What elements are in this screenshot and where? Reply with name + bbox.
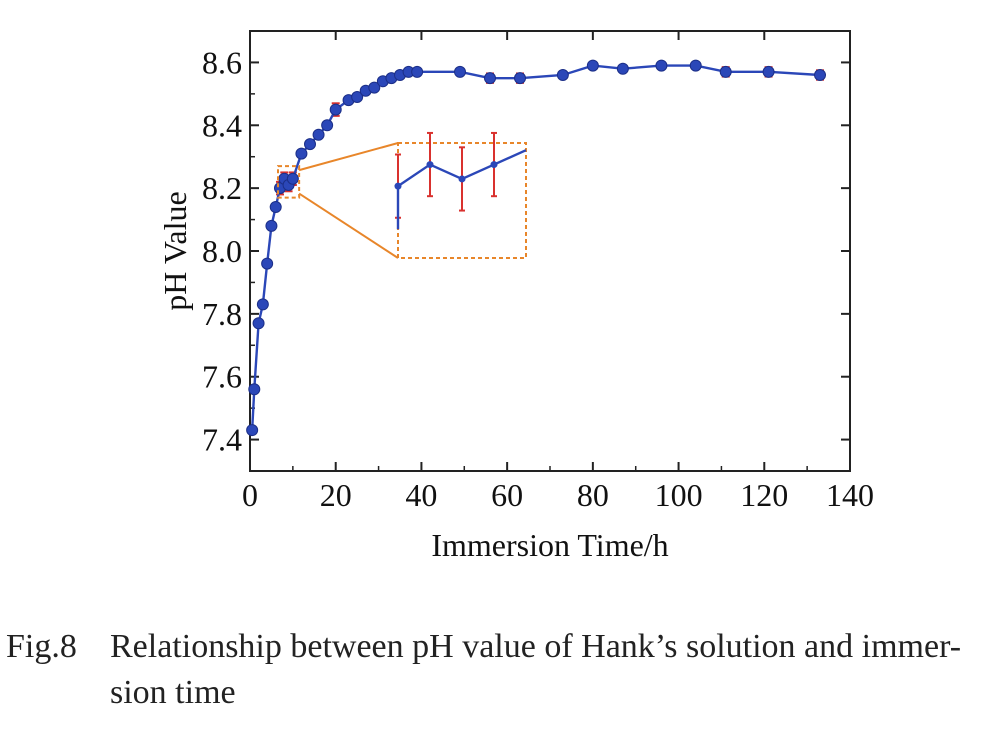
data-point <box>246 424 259 437</box>
callout-line-bottom <box>298 192 399 259</box>
error-bars <box>248 61 824 435</box>
inset-data-point <box>394 182 402 190</box>
data-point <box>514 72 526 85</box>
x-tick-label: 140 <box>826 477 874 513</box>
inset-data-point <box>490 161 498 169</box>
data-point <box>321 119 334 132</box>
inset-series-line <box>396 149 527 230</box>
inset-zoom <box>394 131 527 259</box>
data-point <box>312 128 325 141</box>
x-tick-label: 120 <box>740 477 788 513</box>
data-point <box>304 138 316 151</box>
x-tick-label: 60 <box>491 477 523 513</box>
x-axis-label: Immersion Time/h <box>431 527 668 563</box>
data-point <box>368 81 381 94</box>
y-tick-label: 8.2 <box>202 170 242 206</box>
x-tick-label: 80 <box>577 477 609 513</box>
x-axis: 0 20 40 60 80 100 120 140 <box>242 31 874 513</box>
data-point <box>586 59 599 72</box>
data-point <box>762 65 775 78</box>
data-point <box>616 62 629 75</box>
data-point <box>269 201 282 213</box>
data-point <box>265 219 278 232</box>
y-tick-label: 7.8 <box>202 296 242 332</box>
caption-label: Fig.8 <box>6 628 77 665</box>
data-point <box>329 103 342 116</box>
plot-frame <box>249 30 851 472</box>
y-tick-label: 8.4 <box>202 107 242 143</box>
x-tick-label: 40 <box>405 477 437 513</box>
data-point <box>351 91 364 103</box>
inset-data-point <box>458 175 466 183</box>
y-tick-label: 7.4 <box>202 422 242 458</box>
callout-line-top <box>298 142 399 172</box>
data-point <box>484 72 496 85</box>
y-tick-label: 8.6 <box>202 44 242 80</box>
caption-text-line-2: sion time <box>110 674 236 711</box>
inset-callout <box>277 142 399 259</box>
y-axis: 7.4 7.6 7.8 8.0 8.2 8.4 8.6 <box>202 30 850 458</box>
data-point <box>256 298 269 311</box>
data-point <box>252 317 265 330</box>
data-point <box>411 65 424 78</box>
series-line <box>250 64 821 431</box>
data-point <box>261 257 274 270</box>
data-point <box>655 59 668 72</box>
data-point <box>719 65 732 78</box>
zoom-source-box <box>277 165 301 199</box>
data-point <box>295 147 308 160</box>
x-tick-label: 0 <box>242 477 258 513</box>
data-point <box>248 383 261 396</box>
caption-text-line-1: Relationship between pH value of Hank’s … <box>110 628 962 665</box>
inset-data-point <box>426 161 434 169</box>
data-point <box>814 69 826 81</box>
data-point <box>556 69 569 81</box>
data-point <box>689 59 702 72</box>
x-tick-label: 20 <box>320 477 352 513</box>
data-markers <box>246 59 826 437</box>
y-tick-label: 7.6 <box>202 359 242 395</box>
y-tick-label: 8.0 <box>202 233 242 269</box>
data-point <box>286 172 299 185</box>
data-point <box>454 65 466 78</box>
ph-line-chart: 0 20 40 60 80 100 120 140 7.4 7.6 7.8 8.0 8.2 8.4 8.6… <box>157 30 874 563</box>
x-tick-label: 100 <box>655 477 703 513</box>
y-axis-label: pH Value <box>157 191 193 310</box>
